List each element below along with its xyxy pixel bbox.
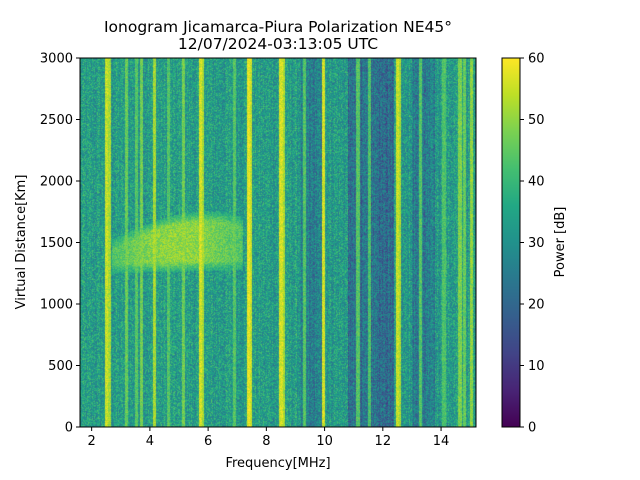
heatmap-plot-area — [79, 57, 477, 428]
colorbar-tick-label: 50 — [528, 113, 545, 128]
x-tick-label: 12 — [375, 434, 392, 449]
y-tick-label: 1000 — [40, 298, 73, 313]
colorbar-fill — [501, 57, 521, 428]
y-axis-label: Virtual Distance[Km] — [14, 175, 29, 310]
x-tick-label: 10 — [316, 434, 333, 449]
x-tick-label: 6 — [204, 434, 212, 449]
colorbar-tick-label: 40 — [528, 175, 545, 190]
colorbar-tick-label: 10 — [528, 359, 545, 374]
chart-subtitle: 12/07/2024-03:13:05 UTC — [178, 35, 378, 53]
colorbar-tick-label: 0 — [528, 421, 536, 436]
y-tick-label: 2000 — [40, 175, 73, 190]
chart-title: Ionogram Jicamarca-Piura Polarization NE… — [104, 18, 452, 36]
x-tick-label: 14 — [433, 434, 450, 449]
colorbar-label: Power [dB] — [553, 207, 568, 278]
colorbar-tick-label: 30 — [528, 236, 545, 251]
x-tick-label: 8 — [262, 434, 270, 449]
colorbar: 0 10 20 30 40 50 60 Power [dB] — [501, 52, 568, 436]
y-tick-label: 500 — [48, 359, 73, 374]
colorbar-tick-label: 20 — [528, 298, 545, 313]
y-tick-label: 2500 — [40, 113, 73, 128]
y-tick-label: 0 — [65, 421, 73, 436]
y-tick-label: 1500 — [40, 236, 73, 251]
heatmap-image — [80, 58, 476, 427]
colorbar-tick-label: 60 — [528, 52, 545, 67]
x-tick-label: 2 — [88, 434, 96, 449]
y-tick-label: 3000 — [40, 52, 73, 67]
x-axis-ticks: 2 4 6 8 10 12 14 — [88, 427, 450, 449]
x-tick-label: 4 — [146, 434, 154, 449]
y-axis-ticks: 0 500 1000 1500 2000 2500 3000 — [40, 52, 80, 436]
x-axis-label: Frequency[MHz] — [225, 456, 330, 471]
colorbar-ticks: 0 10 20 30 40 50 60 — [520, 52, 545, 436]
